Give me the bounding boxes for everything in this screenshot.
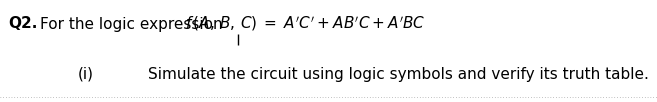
Text: Simulate the circuit using logic symbols and verify its truth table.: Simulate the circuit using logic symbols… (148, 67, 649, 81)
Text: (i): (i) (78, 67, 94, 81)
Text: Q2.: Q2. (8, 17, 37, 32)
Text: $f\,(A,\,B,\,C)\;=\;A'C' + AB'C + A'BC$: $f\,(A,\,B,\,C)\;=\;A'C' + AB'C + A'BC$ (185, 15, 426, 33)
Text: For the logic expression: For the logic expression (40, 17, 227, 32)
